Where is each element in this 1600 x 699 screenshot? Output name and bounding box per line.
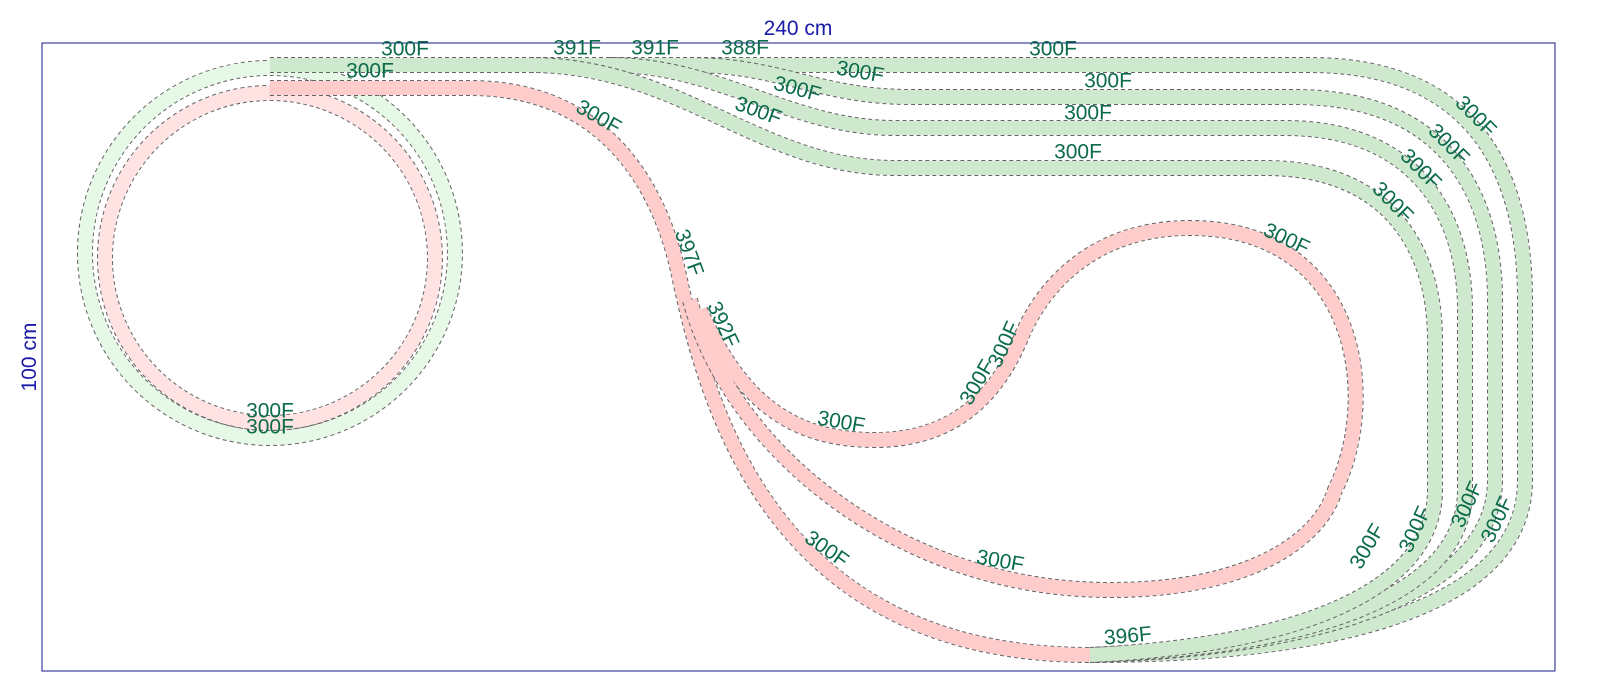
piece-label: 300F [246, 416, 294, 439]
tracks [76, 57, 1533, 663]
track [97, 86, 442, 430]
track [683, 220, 1363, 598]
track [270, 58, 1532, 662]
piece-label: 300F [246, 400, 294, 423]
piece-label: 300F [1084, 70, 1132, 93]
piece-label: 396F [1103, 623, 1153, 650]
piece-label: 391F [631, 37, 679, 60]
piece-label: 300F [346, 60, 394, 83]
width-label: 240 cm [764, 17, 833, 40]
piece-label: 391F [553, 37, 601, 60]
track-edge [609, 57, 1473, 663]
piece-label: 300F [1064, 102, 1112, 125]
track [529, 58, 1442, 662]
piece-label: 300F [381, 38, 429, 61]
track [609, 58, 1472, 662]
board [41, 42, 1556, 672]
track [77, 61, 462, 445]
piece-label: 388F [721, 37, 769, 60]
track-edge [270, 57, 1533, 663]
piece-label: 300F [1029, 38, 1077, 61]
height-label: 100 cm [18, 323, 41, 392]
piece-label: 300F [1345, 520, 1389, 573]
piece-label: 300F [1054, 141, 1102, 164]
